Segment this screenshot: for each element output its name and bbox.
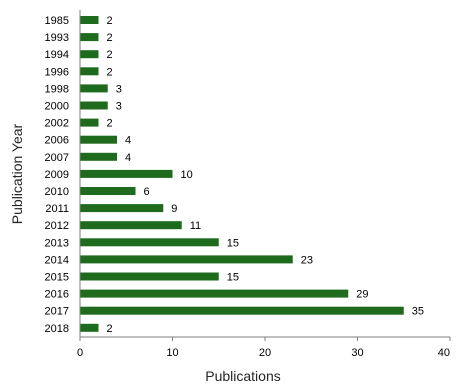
bar-1993 — [80, 33, 99, 42]
y-tick-label-2009: 2009 — [45, 169, 69, 181]
y-tick-label-2012: 2012 — [45, 220, 69, 232]
y-tick-label-2011: 2011 — [45, 203, 69, 215]
y-axis-title: Publication Year — [9, 123, 25, 224]
bar-2017 — [80, 306, 404, 315]
y-tick-label-2007: 2007 — [45, 152, 69, 164]
y-tick-labels-group: 1985 1993 1994 1996 1998 2000 2002 2006 2007 2009… — [45, 15, 69, 335]
data-label-2015: 15 — [227, 272, 239, 284]
data-label-2002: 2 — [107, 118, 113, 130]
bar-2006 — [80, 135, 117, 144]
y-tick-label-1993: 1993 — [45, 32, 69, 44]
bars-group — [80, 16, 404, 332]
data-label-1998: 3 — [116, 83, 122, 95]
data-label-2018: 2 — [107, 323, 113, 335]
y-tick-label-2018: 2018 — [45, 323, 69, 335]
data-label-2010: 6 — [144, 186, 150, 198]
x-tick-label-20: 20 — [259, 347, 271, 359]
bar-2000 — [80, 101, 108, 110]
bar-1996 — [80, 67, 99, 76]
data-label-2009: 10 — [181, 169, 193, 181]
x-axis-title: Publications — [205, 368, 281, 384]
bar-2015 — [80, 272, 219, 281]
y-tick-label-1996: 1996 — [45, 66, 69, 78]
y-tick-label-1998: 1998 — [45, 83, 69, 95]
data-label-2016: 29 — [356, 289, 368, 301]
y-tick-label-2015: 2015 — [45, 272, 69, 284]
y-tick-label-2014: 2014 — [45, 254, 69, 266]
y-tick-label-1985: 1985 — [45, 15, 69, 27]
x-tick-labels-group: 0 10 20 30 40 — [77, 337, 451, 359]
data-label-2006: 4 — [125, 135, 131, 147]
data-label-1985: 2 — [107, 15, 113, 27]
bar-2016 — [80, 289, 349, 298]
data-label-2017: 35 — [412, 306, 424, 318]
bar-2009 — [80, 169, 173, 178]
bar-1994 — [80, 50, 99, 59]
bar-2013 — [80, 238, 219, 247]
bar-1998 — [80, 84, 108, 93]
data-label-2011: 9 — [171, 203, 177, 215]
x-tick-label-30: 30 — [351, 347, 363, 359]
data-label-2012: 11 — [190, 220, 201, 232]
data-label-2007: 4 — [125, 152, 131, 164]
bar-2018 — [80, 323, 99, 332]
y-tick-label-2010: 2010 — [45, 186, 69, 198]
x-tick-label-10: 10 — [166, 347, 178, 359]
y-tick-label-1994: 1994 — [45, 49, 69, 61]
y-tick-label-2002: 2002 — [45, 118, 69, 130]
y-tick-label-2016: 2016 — [45, 289, 69, 301]
y-tick-label-2006: 2006 — [45, 135, 69, 147]
bar-2012 — [80, 221, 182, 230]
bar-2007 — [80, 152, 117, 161]
data-label-2000: 3 — [116, 101, 122, 113]
y-tick-label-2000: 2000 — [45, 101, 69, 113]
data-label-1996: 2 — [107, 66, 113, 78]
bar-2014 — [80, 255, 293, 264]
x-tick-label-0: 0 — [77, 347, 83, 359]
bar-1985 — [80, 16, 99, 24]
x-tick-label-40: 40 — [438, 347, 450, 359]
data-label-1993: 2 — [107, 32, 113, 44]
data-label-1994: 2 — [107, 49, 113, 61]
bar-2011 — [80, 204, 164, 213]
y-tick-label-2017: 2017 — [45, 306, 69, 318]
bar-2002 — [80, 118, 99, 127]
data-label-2014: 23 — [301, 254, 313, 266]
y-tick-label-2013: 2013 — [45, 237, 69, 249]
bar-2010 — [80, 187, 136, 195]
data-label-2013: 15 — [227, 237, 239, 249]
